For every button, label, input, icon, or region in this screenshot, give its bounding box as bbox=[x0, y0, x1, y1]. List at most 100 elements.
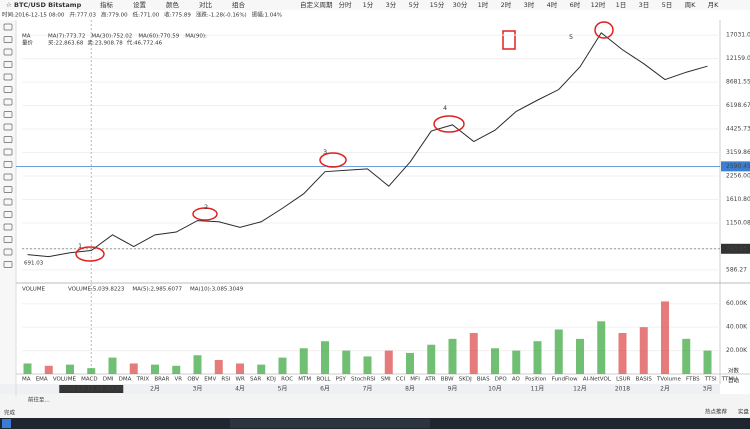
ma-title: MA bbox=[22, 34, 31, 40]
indicator-tab[interactable]: TTSI bbox=[704, 377, 717, 383]
indicator-tab[interactable]: VOLUME bbox=[53, 377, 77, 383]
indicator-tab[interactable]: FundFlow bbox=[552, 377, 578, 383]
indicator-tab[interactable]: VR bbox=[175, 377, 183, 383]
tool-icon[interactable] bbox=[3, 161, 13, 168]
tool-icon[interactable] bbox=[3, 148, 13, 156]
indicator-tab[interactable]: MACD bbox=[81, 377, 98, 383]
x-tick-label: 2018 bbox=[615, 386, 630, 393]
indicator-tab[interactable]: SKDJ bbox=[459, 377, 472, 383]
tool-icon[interactable] bbox=[3, 98, 13, 106]
period-button[interactable]: 1分 bbox=[363, 0, 374, 9]
period-button[interactable]: 周K bbox=[685, 1, 697, 9]
tool-icon[interactable] bbox=[3, 111, 13, 118]
period-button[interactable]: 15分 bbox=[430, 0, 445, 9]
goto[interactable]: 前往至... bbox=[28, 396, 50, 404]
indicator-tab[interactable]: SMI bbox=[381, 377, 391, 383]
tool-icon[interactable] bbox=[3, 23, 13, 31]
y-tick-label: 2256.00 bbox=[726, 172, 750, 179]
tool-icon[interactable] bbox=[3, 198, 13, 206]
indicator-tab[interactable]: AO bbox=[512, 377, 521, 383]
indicator-tab[interactable]: SAR bbox=[250, 377, 261, 383]
period-button[interactable]: 1日 bbox=[616, 1, 627, 9]
indicator-tab[interactable]: ROC bbox=[281, 377, 293, 383]
period-button[interactable]: 1时 bbox=[478, 0, 489, 9]
tool-icon[interactable] bbox=[3, 236, 13, 243]
indicator-tab[interactable]: FTBS bbox=[686, 377, 700, 383]
indicator-tab[interactable]: RSI bbox=[221, 377, 230, 383]
indicator-tab[interactable]: DMA bbox=[119, 377, 132, 383]
tool-icon[interactable] bbox=[3, 261, 13, 268]
y-tick-label: 6198.67 bbox=[726, 102, 750, 109]
indicator-tab[interactable]: EMV bbox=[204, 377, 216, 383]
tool-icon[interactable] bbox=[3, 248, 13, 256]
star-icon[interactable]: ☆ bbox=[6, 1, 12, 9]
volume-bar bbox=[533, 341, 542, 374]
period-button[interactable]: 3日 bbox=[639, 1, 650, 9]
tool-icon[interactable] bbox=[3, 61, 13, 68]
toolbar-button[interactable]: 设置 bbox=[133, 0, 147, 9]
period-button[interactable]: 5日 bbox=[662, 1, 673, 9]
indicator-tab[interactable]: MA bbox=[22, 377, 31, 383]
tool-icon[interactable] bbox=[3, 223, 13, 231]
ma-legend-item: MA(7):773.72 bbox=[48, 34, 85, 40]
indicator-tab[interactable]: DMI bbox=[103, 377, 114, 383]
period-button[interactable]: 4时 bbox=[547, 0, 558, 9]
toolbar-button[interactable]: 指标 bbox=[100, 0, 114, 9]
tool-icon[interactable] bbox=[3, 173, 13, 181]
tool-icon[interactable] bbox=[3, 36, 13, 43]
indicator-tab[interactable]: DPO bbox=[495, 377, 508, 383]
tool-icon[interactable] bbox=[3, 186, 13, 193]
indicator-tab[interactable]: BIAS bbox=[477, 377, 490, 383]
indicator-tab[interactable]: TTMU bbox=[721, 377, 737, 383]
indicator-tab[interactable]: KDJ bbox=[266, 377, 276, 383]
indicator-tab[interactable]: TRIX bbox=[136, 377, 150, 383]
tool-icon[interactable] bbox=[3, 86, 13, 93]
toolbar-button[interactable]: 组合 bbox=[232, 0, 246, 9]
period-button[interactable]: 12时 bbox=[591, 0, 606, 9]
indicator-tab[interactable]: TVolume bbox=[656, 377, 681, 383]
indicator-tab[interactable]: AI-NetVOL bbox=[583, 377, 612, 383]
volume-bar bbox=[618, 333, 627, 374]
toolbar-button[interactable]: 颜色 bbox=[166, 0, 180, 9]
indicator-tab[interactable]: BASIS bbox=[636, 377, 653, 383]
indicator-tab[interactable]: BBW bbox=[441, 377, 454, 383]
tool-icon[interactable] bbox=[3, 48, 13, 56]
indicator-tab[interactable]: PSY bbox=[336, 377, 347, 383]
indicator-tab[interactable]: BRAR bbox=[154, 377, 169, 383]
custom-period[interactable]: 自定义周期 bbox=[300, 0, 333, 9]
indicator-tab[interactable]: MFI bbox=[410, 377, 420, 383]
tool-icon[interactable] bbox=[3, 211, 13, 218]
taskbar-apps[interactable] bbox=[230, 419, 430, 428]
indicator-tab[interactable]: EMA bbox=[36, 377, 48, 383]
live[interactable]: 实盘 bbox=[738, 408, 750, 416]
tool-icon[interactable] bbox=[3, 73, 13, 81]
indicator-tab[interactable]: BOLL bbox=[316, 377, 331, 383]
start-button[interactable] bbox=[2, 419, 11, 428]
indicator-tab[interactable]: StochRSI bbox=[351, 377, 376, 383]
period-button[interactable]: 2时 bbox=[501, 0, 512, 9]
indicator-tab[interactable]: MTM bbox=[298, 377, 311, 383]
period-button[interactable]: 5分 bbox=[409, 0, 420, 9]
tool-icon[interactable] bbox=[3, 136, 13, 143]
status-bg bbox=[0, 394, 750, 418]
x-tick-label: 12月 bbox=[573, 386, 587, 393]
indicator-tab[interactable]: OBV bbox=[187, 377, 199, 383]
hot[interactable]: 热点推荐 bbox=[705, 408, 728, 416]
period-button[interactable]: 3分 bbox=[386, 0, 397, 9]
period-button[interactable]: 30分 bbox=[453, 0, 468, 9]
period-button[interactable]: 分时 bbox=[339, 0, 353, 9]
toolbar-button[interactable]: 对比 bbox=[199, 0, 213, 9]
period-button[interactable]: 6时 bbox=[570, 0, 581, 9]
period-button[interactable]: 月K bbox=[708, 1, 720, 9]
scale-button[interactable]: 自动 bbox=[728, 377, 740, 385]
volume-bar bbox=[576, 338, 584, 374]
indicator-tab[interactable]: LSUR bbox=[616, 377, 631, 383]
indicator-tab[interactable]: CCI bbox=[396, 377, 406, 383]
indicator-tab[interactable]: ATR bbox=[425, 377, 436, 383]
scale-button[interactable]: 对数 bbox=[728, 367, 740, 375]
indicator-tab[interactable]: Position bbox=[525, 377, 547, 383]
symbol[interactable]: BTC/USD Bitstamp bbox=[14, 1, 82, 9]
indicator-tab[interactable]: WR bbox=[236, 377, 245, 383]
period-button[interactable]: 3时 bbox=[524, 0, 535, 9]
tool-icon[interactable] bbox=[3, 123, 13, 131]
